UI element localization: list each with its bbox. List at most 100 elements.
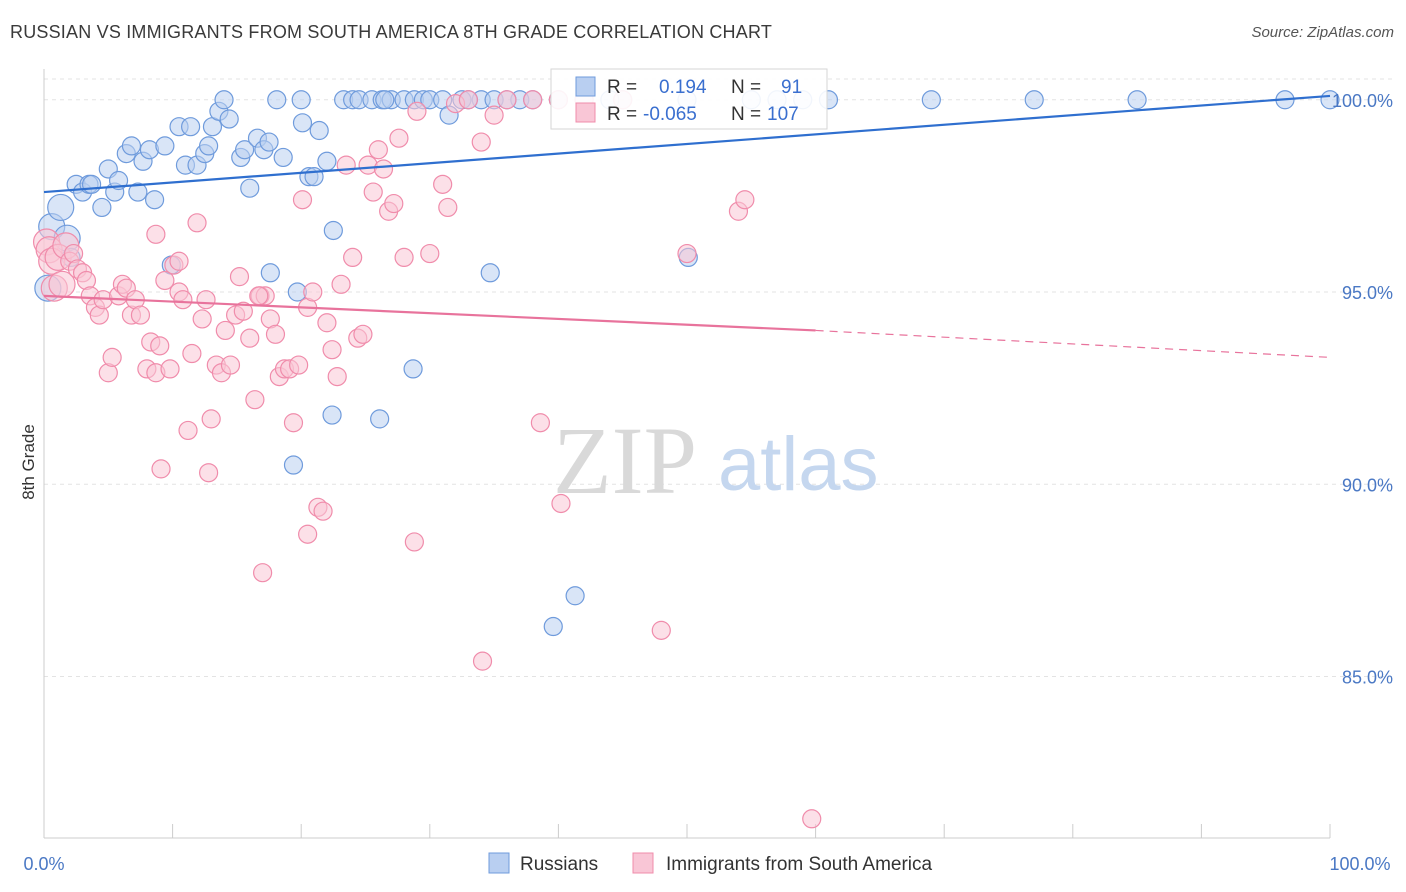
- point-russians-18: [144, 190, 165, 210]
- point-immigrants-47: [245, 390, 265, 410]
- stats-r-label-2: R =: [607, 104, 637, 125]
- point-immigrants-66: [336, 155, 356, 175]
- point-russians-71: [1127, 90, 1147, 110]
- point-immigrants-103: [802, 809, 822, 829]
- point-immigrants-45: [233, 301, 253, 321]
- stats-n-value-russians: 91: [781, 77, 802, 98]
- point-immigrants-44: [229, 267, 250, 287]
- point-immigrants-81: [438, 197, 458, 218]
- point-russians-83: [543, 616, 563, 637]
- point-immigrants-71: [363, 182, 383, 202]
- point-russians-69: [921, 90, 941, 110]
- point-immigrants-37: [196, 290, 216, 310]
- point-russians-38: [292, 113, 313, 133]
- stats-swatch-immigrants: [575, 102, 596, 123]
- point-immigrants-99: [472, 651, 493, 671]
- point-russians-31: [235, 140, 255, 160]
- point-russians-81: [370, 409, 390, 429]
- stats-box: R = 0.194 N = 91 R = -0.065 N = 107: [550, 68, 828, 130]
- point-immigrants-72: [368, 140, 388, 160]
- point-immigrants-57: [292, 190, 313, 210]
- point-immigrants-23: [130, 305, 151, 325]
- y-tick-labels: 85.0% 90.0% 95.0% 100.0%: [1332, 91, 1393, 688]
- source-credit: Source: ZipAtlas.com: [1251, 24, 1394, 41]
- point-russians-70: [1024, 90, 1044, 110]
- x-tick-labels: 0.0% 100.0%: [23, 854, 1390, 874]
- stats-r-value-russians: 0.194: [659, 77, 707, 98]
- point-immigrants-100: [530, 413, 550, 433]
- point-immigrants-101: [551, 493, 571, 514]
- point-russians-84: [565, 586, 585, 606]
- point-immigrants-87: [523, 90, 543, 110]
- point-immigrants-79: [420, 243, 440, 264]
- y-tick-label-0: 85.0%: [1342, 668, 1393, 688]
- point-immigrants-94: [199, 463, 219, 483]
- point-immigrants-41: [215, 320, 235, 341]
- point-immigrants-98: [404, 532, 424, 552]
- point-russians-12: [108, 170, 129, 191]
- watermark-atlas: atlas: [718, 422, 879, 507]
- point-immigrants-97: [298, 524, 318, 544]
- legend-label-immigrants: Immigrants from South America: [666, 854, 933, 875]
- point-immigrants-42: [220, 355, 241, 375]
- stats-n-value-immigrants: 107: [767, 104, 799, 125]
- stats-n-label: N =: [731, 77, 761, 98]
- point-immigrants-86: [497, 90, 517, 110]
- stats-swatch-russians: [575, 76, 596, 97]
- point-immigrants-34: [182, 343, 202, 364]
- point-immigrants-64: [327, 367, 347, 387]
- legend-label-russians: Russians: [520, 854, 598, 875]
- grid: [44, 78, 1392, 678]
- point-immigrants-105: [169, 251, 189, 271]
- point-immigrants-28: [155, 270, 175, 291]
- point-russians-14: [121, 136, 142, 156]
- point-immigrants-51: [265, 324, 286, 344]
- point-russians-29: [219, 109, 239, 129]
- point-immigrants-78: [407, 101, 427, 121]
- point-russians-19: [155, 136, 175, 156]
- x-tick-label-0: 0.0%: [23, 854, 64, 874]
- point-immigrants-55: [283, 413, 304, 433]
- point-immigrants-17: [102, 347, 122, 367]
- watermark: ZIP atlas: [553, 407, 879, 514]
- trend-lines: [43, 94, 1331, 358]
- point-russians-43: [323, 220, 343, 241]
- legend: Russians Immigrants from South America: [488, 852, 933, 875]
- point-russians-85: [375, 90, 395, 110]
- point-immigrants-63: [322, 340, 342, 360]
- point-immigrants-56: [289, 355, 309, 375]
- stats-r-label: R =: [607, 77, 637, 98]
- chart-title: RUSSIAN VS IMMIGRANTS FROM SOUTH AMERICA…: [10, 22, 773, 42]
- x-tick-label-1: 100.0%: [1329, 854, 1390, 874]
- legend-swatch-immigrants: [632, 852, 654, 874]
- point-immigrants-85: [484, 105, 504, 125]
- trend-line-immigrants-extrapolated: [815, 329, 1331, 358]
- point-russians-32: [240, 178, 260, 198]
- stats-r-value-immigrants: -0.065: [643, 104, 697, 125]
- axes: [43, 69, 1331, 839]
- trend-line-russians: [43, 94, 1331, 194]
- point-russians-9: [92, 197, 112, 218]
- point-immigrants-75: [384, 193, 404, 214]
- point-immigrants-91: [677, 243, 697, 264]
- point-russians-82: [283, 455, 304, 475]
- point-russians-41: [309, 120, 329, 141]
- point-russians-28: [214, 90, 234, 110]
- point-russians-80: [322, 405, 342, 425]
- y-tick-label-1: 90.0%: [1342, 475, 1393, 495]
- stats-n-label-2: N =: [731, 104, 761, 125]
- watermark-zip: ZIP: [553, 407, 697, 514]
- point-immigrants-77: [394, 247, 414, 268]
- point-immigrants-36: [192, 309, 212, 329]
- point-immigrants-29: [160, 359, 180, 379]
- point-immigrants-106: [249, 286, 269, 306]
- point-russians-75: [260, 263, 280, 283]
- point-russians-25: [199, 136, 219, 156]
- point-immigrants-102: [651, 620, 671, 640]
- point-immigrants-32: [173, 290, 193, 310]
- point-immigrants-65: [331, 274, 351, 294]
- point-russians-37: [273, 147, 293, 168]
- point-russians-35: [259, 132, 279, 152]
- point-immigrants-35: [187, 213, 207, 233]
- point-russians-15: [128, 182, 148, 202]
